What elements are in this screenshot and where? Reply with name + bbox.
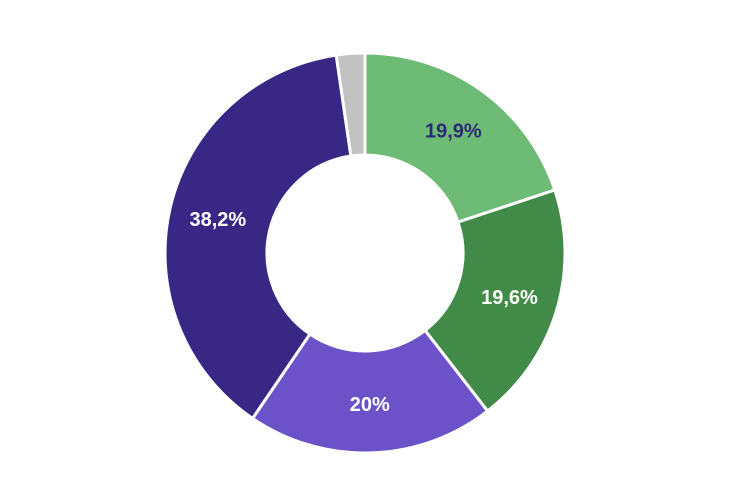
slice-label-2: 20% <box>350 394 390 416</box>
slice-label-1: 19,6% <box>481 287 538 309</box>
donut-slice-3[interactable] <box>163 53 353 421</box>
slice-label-0: 19,9% <box>425 121 482 143</box>
donut-slice-0[interactable] <box>363 51 557 225</box>
donut-slice-1[interactable] <box>422 188 567 414</box>
donut-slices <box>163 51 567 455</box>
slice-labels: 19,9% 19,6% 20% 38,2% <box>189 121 538 416</box>
donut-slice-4[interactable] <box>334 51 367 158</box>
donut-slice-2[interactable] <box>250 328 490 455</box>
slice-label-3: 38,2% <box>189 209 246 231</box>
